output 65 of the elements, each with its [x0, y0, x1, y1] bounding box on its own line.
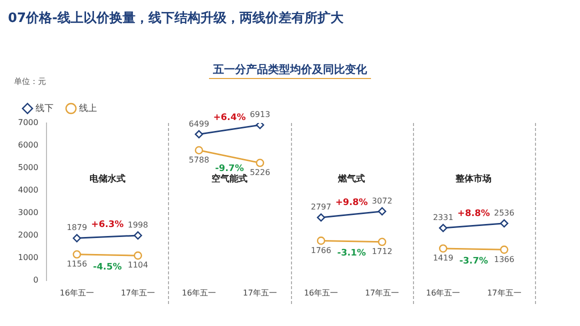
annotation: -3.7% — [459, 256, 488, 266]
data-label: 1998 — [128, 220, 148, 230]
x-tick-label: 17年五一 — [487, 288, 522, 298]
data-label: 2331 — [432, 213, 454, 222]
y-tick-label: 4000 — [18, 186, 38, 195]
annotation: +9.8% — [335, 198, 368, 208]
annotation: -3.1% — [337, 248, 366, 259]
annotation: 电储水式 — [89, 174, 126, 185]
annotation: -4.5% — [93, 262, 122, 272]
legend-label: 线上 — [79, 102, 97, 114]
y-axis-title: 单位：元 — [14, 77, 46, 86]
point — [500, 246, 508, 254]
data-label: 1879 — [66, 223, 88, 232]
data-label: 5226 — [250, 168, 270, 177]
data-label: 2536 — [494, 208, 514, 218]
point — [194, 130, 204, 138]
annotation: 燃气式 — [337, 174, 366, 185]
point — [378, 238, 386, 246]
point — [72, 234, 82, 242]
data-label: 1156 — [66, 259, 88, 268]
annotation: 空气能式 — [211, 174, 248, 185]
annotation: +8.8% — [457, 209, 490, 220]
annotation: -9.7% — [215, 164, 244, 174]
point — [500, 219, 508, 228]
point — [438, 224, 448, 232]
y-tick-label: 0 — [33, 275, 38, 284]
point — [256, 123, 264, 130]
point — [256, 158, 264, 168]
chart-subtitle: 五一分产品类型均价及同比变化 — [209, 63, 371, 79]
point — [72, 250, 82, 259]
point — [194, 146, 204, 154]
y-tick-label: 1000 — [18, 252, 38, 262]
x-tick-label: 16年五一 — [60, 288, 94, 298]
x-tick-label: 17年五一 — [120, 288, 156, 298]
y-tick-label: 7000 — [18, 118, 38, 128]
data-label: 1712 — [372, 246, 392, 256]
data-label: 5788 — [188, 155, 210, 164]
chart-title: 07价格-线上以价换量，线下结构升级，两线价差有所扩大 — [8, 10, 344, 27]
y-tick-label: 6000 — [18, 140, 38, 150]
point — [316, 213, 326, 222]
y-tick-label: 5000 — [18, 163, 38, 172]
x-tick-label: 16年五一 — [182, 288, 216, 298]
x-tick-label: 16年五一 — [426, 288, 460, 298]
data-label: 2797 — [310, 202, 332, 212]
data-label: 1766 — [310, 246, 332, 255]
point — [134, 251, 142, 260]
point — [438, 244, 448, 253]
data-label: 3072 — [372, 196, 392, 206]
y-tick-label: 3000 — [18, 208, 38, 218]
data-label: 6499 — [188, 119, 210, 128]
data-label: 6913 — [250, 110, 270, 120]
annotation: +6.3% — [91, 220, 124, 230]
x-tick-label: 16年五一 — [304, 288, 338, 298]
annotation: +6.4% — [213, 112, 246, 123]
point — [134, 231, 142, 240]
x-tick-label: 17年五一 — [365, 288, 400, 298]
annotation: 整体市场 — [454, 174, 492, 185]
legend-label: 线下 — [36, 102, 54, 114]
point — [378, 207, 386, 216]
x-tick-label: 17年五一 — [242, 288, 278, 298]
data-label: 1366 — [494, 254, 514, 264]
y-tick-label: 2000 — [18, 230, 38, 240]
data-label: 1419 — [432, 254, 454, 263]
data-label: 1104 — [128, 260, 148, 270]
point — [316, 236, 326, 245]
